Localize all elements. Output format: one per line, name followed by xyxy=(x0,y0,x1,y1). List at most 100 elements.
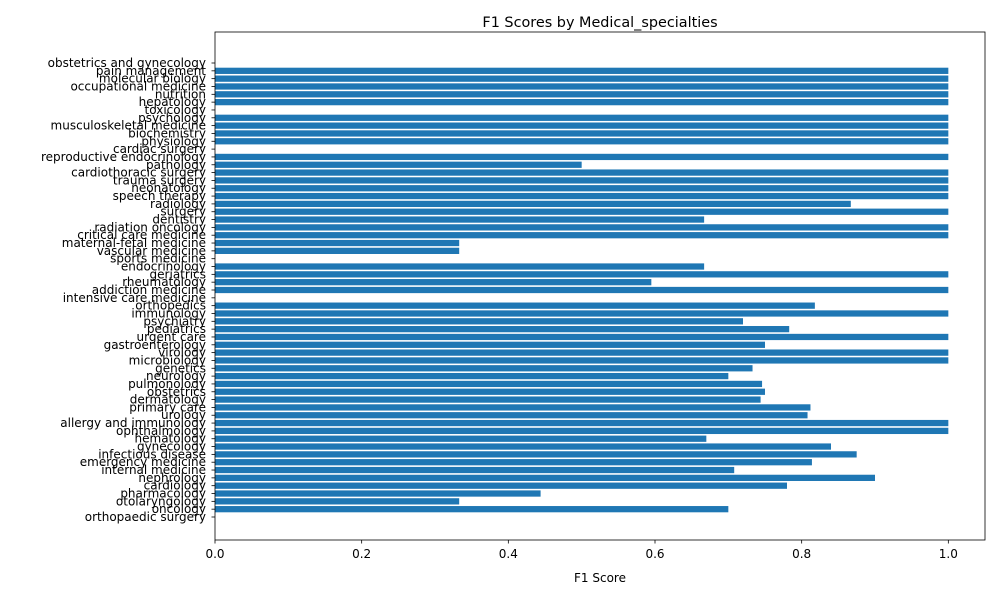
y-tick-label: pathology xyxy=(146,158,206,172)
x-axis-label: F1 Score xyxy=(574,571,626,585)
y-tick-label: dermatology xyxy=(130,393,206,407)
y-tick-label: critical care medicine xyxy=(77,228,206,242)
bar xyxy=(215,271,949,278)
y-tick-label: endocrinology xyxy=(121,260,206,274)
bar xyxy=(215,412,808,419)
y-tick-label: cardiology xyxy=(144,479,206,493)
bar xyxy=(215,419,949,427)
bar xyxy=(215,161,582,168)
y-tick-label: infectious disease xyxy=(98,447,206,461)
y-tick-label: surgery xyxy=(160,205,206,219)
bar xyxy=(215,99,949,106)
bar xyxy=(215,498,460,505)
y-tick-label: ophthalmology xyxy=(116,424,206,438)
bar xyxy=(215,372,729,380)
y-tick-label: neurology xyxy=(146,369,206,383)
bar xyxy=(215,326,790,333)
bar xyxy=(215,200,851,208)
y-tick-label: toxicology xyxy=(145,103,206,117)
bar xyxy=(215,208,949,215)
y-tick-label: emergency medicine xyxy=(80,455,206,469)
x-tick-label: 1.0 xyxy=(939,547,958,561)
bar xyxy=(215,443,831,450)
bars-group xyxy=(215,67,949,513)
y-tick-label: hematology xyxy=(135,432,206,446)
y-tick-label: virology xyxy=(158,346,206,360)
bar xyxy=(215,388,765,395)
bar xyxy=(215,365,753,372)
y-tick-label: urology xyxy=(161,408,206,422)
bar xyxy=(215,67,949,74)
y-tick-label: vascular medicine xyxy=(97,244,206,258)
y-tick-label: reproductive endocrinology xyxy=(41,150,206,164)
bar xyxy=(215,169,949,176)
y-tick-label: pain management xyxy=(96,64,206,78)
y-tick-label: musculoskeletal medicine xyxy=(51,119,206,133)
bar xyxy=(215,341,765,348)
bar xyxy=(215,357,949,364)
bar xyxy=(215,333,949,341)
y-tick-label: pediatrics xyxy=(147,322,206,336)
bar xyxy=(215,490,541,497)
bar xyxy=(215,404,811,411)
bar xyxy=(215,232,949,239)
y-tick-label: geriatrics xyxy=(150,267,206,281)
bar xyxy=(215,192,949,200)
y-tick-label: cardiac surgery xyxy=(113,142,206,156)
bar xyxy=(215,474,875,481)
bar xyxy=(215,75,949,82)
y-tick-label: gastroenterology xyxy=(104,338,206,352)
bar xyxy=(215,130,949,137)
bar xyxy=(215,122,949,129)
y-tick-label: primary care xyxy=(129,400,206,414)
y-tick-label: speech therapy xyxy=(113,189,206,203)
y-tick-label: neonatology xyxy=(131,181,206,195)
bar xyxy=(215,482,787,489)
y-tick-label: microbiology xyxy=(129,353,206,367)
bar xyxy=(215,435,707,442)
y-tick-label: trauma surgery xyxy=(113,173,206,187)
x-tick-label: 0.4 xyxy=(499,547,518,561)
bar xyxy=(215,451,857,458)
y-tick-label: psychiatry xyxy=(143,314,206,328)
y-tick-label: hepatology xyxy=(139,95,206,109)
bar xyxy=(215,263,705,270)
y-tick-label: obstetrics and gynecology xyxy=(48,56,206,70)
bar xyxy=(215,286,949,294)
x-tick-label: 0.8 xyxy=(792,547,811,561)
x-tick-label: 0.6 xyxy=(645,547,664,561)
y-tick-label: molecular biology xyxy=(99,72,206,86)
y-tick-label: otolaryngology xyxy=(116,494,206,508)
y-tick-label: internal medicine xyxy=(101,463,206,477)
y-tick-label: allergy and immunology xyxy=(60,416,206,430)
bar xyxy=(215,459,812,466)
bar xyxy=(215,224,949,231)
y-tick-label: radiation oncology xyxy=(94,220,206,234)
y-tick-label: biochemistry xyxy=(128,126,206,140)
y-tick-label: psychology xyxy=(138,111,206,125)
bar xyxy=(215,91,949,98)
y-tick-label: pulmonology xyxy=(128,377,206,391)
x-tick-label: 0.0 xyxy=(205,547,224,561)
y-tick-label: radiology xyxy=(150,197,206,211)
bar xyxy=(215,466,735,474)
plot-frame xyxy=(214,31,986,541)
bar xyxy=(215,177,949,184)
bar xyxy=(215,349,949,356)
y-tick-label: occupational medicine xyxy=(70,79,206,93)
bar xyxy=(215,318,743,325)
chart-title: F1 Scores by Medical_specialties xyxy=(482,15,717,31)
y-tick-label: orthopaedic surgery xyxy=(85,510,206,524)
y-tick-label: sports medicine xyxy=(110,252,206,266)
y-tick-label: physiology xyxy=(141,134,206,148)
bar xyxy=(215,380,763,388)
bar xyxy=(215,506,729,513)
y-tick-label: nephrology xyxy=(138,471,206,485)
y-axis: orthopaedic surgeryoncologyotolaryngolog… xyxy=(41,56,215,524)
bar xyxy=(215,138,949,145)
y-tick-label: orthopedics xyxy=(135,299,206,313)
bar xyxy=(215,310,949,317)
y-tick-label: rheumatology xyxy=(122,275,206,289)
y-tick-label: intensive care medicine xyxy=(63,291,206,305)
